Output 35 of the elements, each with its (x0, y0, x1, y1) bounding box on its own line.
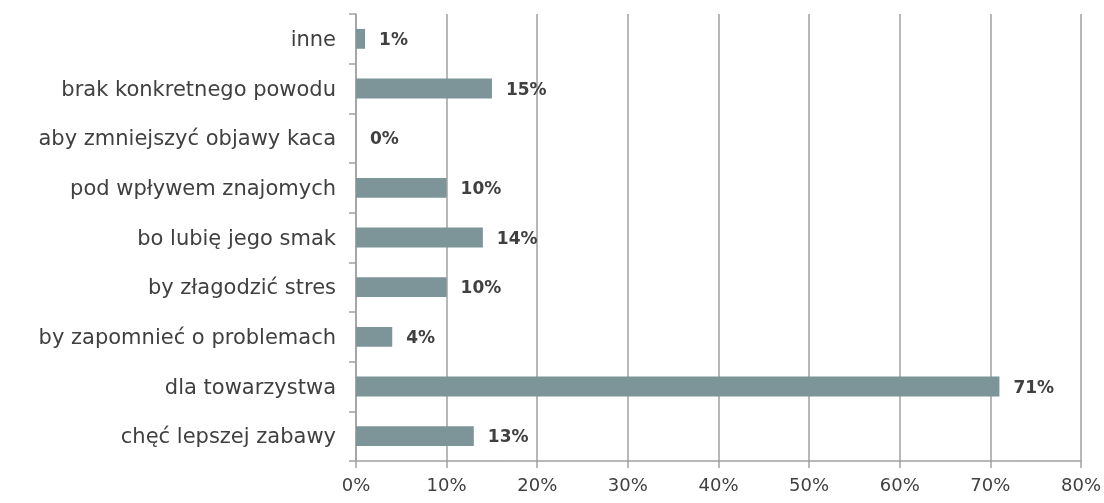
bar (356, 227, 483, 248)
bar (356, 177, 447, 198)
y-tick-label: chęć lepszej zabawy (120, 424, 336, 449)
bar (356, 326, 393, 347)
y-tick-label: aby zmniejszyć objawy kaca (38, 126, 336, 151)
bar (356, 78, 492, 99)
x-tick-label: 60% (879, 473, 920, 495)
data-label: 10% (460, 177, 502, 198)
y-tick-label: dla towarzystwa (164, 374, 336, 399)
data-label: 15% (505, 78, 547, 99)
data-label: 10% (460, 277, 502, 298)
x-tick-label: 0% (341, 473, 371, 495)
bar (356, 376, 1000, 397)
x-tick-label: 70% (970, 473, 1011, 495)
x-tick-label: 30% (607, 473, 648, 495)
data-label: 14% (496, 227, 538, 248)
data-label: 71% (1013, 376, 1055, 397)
x-tick-label: 10% (426, 473, 467, 495)
x-tick-label: 40% (698, 473, 739, 495)
bar (356, 277, 447, 298)
y-tick-label: inne (290, 26, 336, 51)
y-tick-label: by zapomnieć o problemach (38, 324, 336, 349)
y-tick-label: by złagodzić stres (147, 275, 336, 300)
x-tick-label: 80% (1060, 473, 1101, 495)
data-label: 0% (370, 128, 399, 149)
x-tick-label: 50% (789, 473, 830, 495)
y-tick-label: bo lubię jego smak (137, 225, 337, 250)
data-label: 4% (406, 326, 436, 347)
data-label: 13% (487, 426, 529, 447)
y-tick-label: pod wpływem znajomych (70, 175, 336, 200)
bar (356, 28, 366, 49)
bar (356, 426, 474, 447)
y-tick-label: brak konkretnego powodu (61, 76, 336, 101)
data-label: 1% (379, 28, 408, 49)
x-tick-label: 20% (517, 473, 558, 495)
